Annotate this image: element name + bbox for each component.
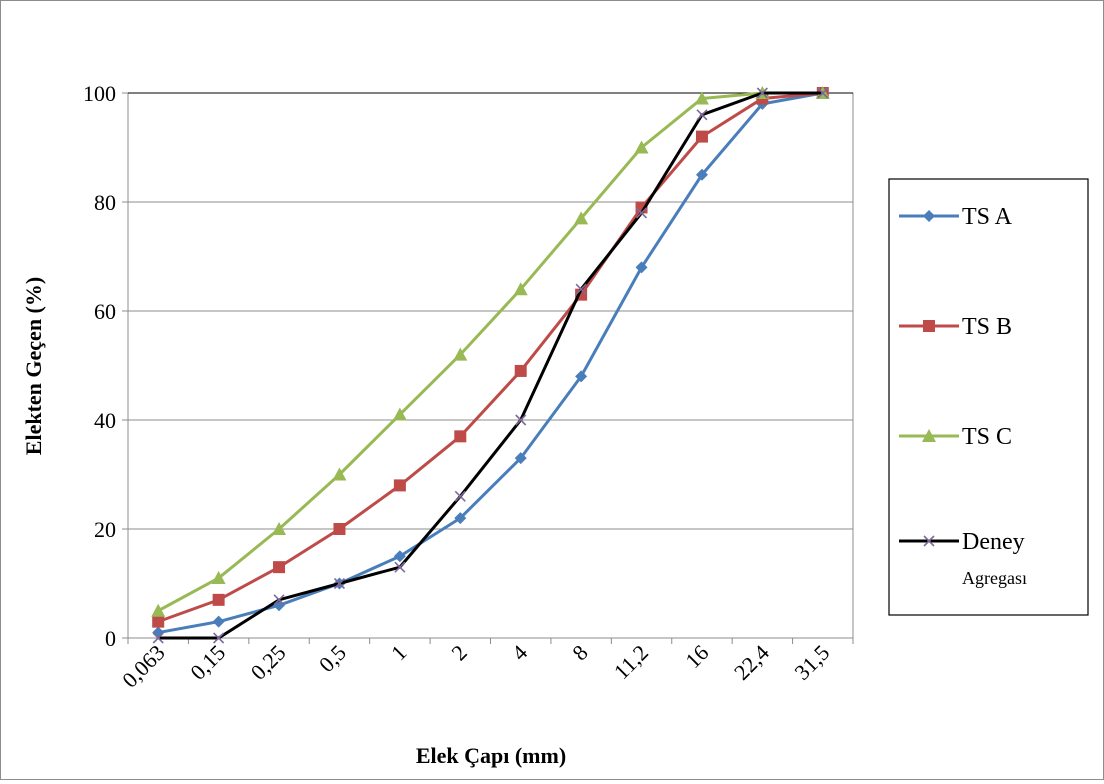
- data-point: [393, 479, 406, 492]
- x-tick-label: 16: [680, 640, 713, 673]
- legend-marker: [923, 535, 935, 547]
- y-tick-label: 20: [94, 517, 116, 542]
- legend-label: Deney: [962, 529, 1025, 555]
- data-point: [635, 207, 648, 219]
- x-tick-label: 0,5: [314, 640, 351, 677]
- data-point: [211, 571, 226, 585]
- data-point: [212, 593, 225, 606]
- data-point: [213, 632, 225, 644]
- series-layer: [151, 86, 830, 644]
- data-point: [695, 130, 708, 143]
- legend-item: TS B: [899, 314, 1012, 340]
- data-point: [333, 577, 346, 590]
- data-point: [273, 594, 285, 606]
- data-point: [333, 523, 346, 535]
- series-line: [157, 91, 824, 635]
- legend-marker: [923, 320, 935, 332]
- data-point: [152, 615, 165, 628]
- data-point: [513, 282, 528, 296]
- legend-marker: [922, 429, 936, 442]
- x-tick-label: 0,25: [246, 640, 291, 685]
- data-point: [515, 414, 527, 426]
- plot-background: [127, 92, 854, 639]
- data-point: [695, 168, 708, 181]
- x-tick-label: 8: [567, 640, 592, 665]
- series-line: [157, 91, 823, 613]
- x-tick-label: 1: [386, 640, 411, 665]
- data-point: [393, 550, 406, 563]
- data-point: [635, 261, 648, 274]
- legend-label: TS A: [962, 204, 1013, 230]
- data-point: [696, 109, 708, 121]
- data-point: [574, 211, 589, 225]
- data-point: [575, 370, 588, 383]
- legend-label: TS B: [962, 314, 1012, 340]
- y-tick-label: 80: [94, 190, 116, 215]
- x-tick-label: 31,5: [789, 640, 834, 685]
- data-point: [394, 561, 406, 573]
- data-point: [756, 87, 768, 99]
- series-line: [157, 91, 823, 624]
- data-point: [817, 87, 829, 99]
- data-point: [694, 91, 709, 105]
- data-point: [152, 632, 164, 644]
- data-point: [575, 283, 587, 295]
- data-point: [514, 452, 527, 465]
- y-tick-label: 0: [105, 626, 116, 651]
- x-axis-title: Elek Çapı (mm): [416, 743, 566, 768]
- data-point: [273, 561, 286, 574]
- x-axis-ticks: 0,063 0,15 0,25 0,5 1 2 4 8 11,2 16 22,4 31,5: [117, 640, 834, 693]
- data-point: [514, 364, 527, 377]
- data-point: [392, 407, 407, 421]
- data-point: [453, 347, 468, 361]
- x-tick-label: 0,063: [117, 640, 170, 693]
- legend-label: TS C: [962, 424, 1012, 450]
- legend-marker: [923, 210, 935, 222]
- x-tick-label: 11,2: [609, 640, 653, 684]
- y-tick-label: 40: [94, 408, 116, 433]
- data-point: [151, 603, 166, 617]
- data-point: [454, 512, 467, 525]
- legend: TS A TS B TS C Deney Agregası: [888, 178, 1089, 616]
- legend-item: Deney Agregası: [899, 529, 1027, 588]
- y-axis-ticks: 0 20 40 60 80 100: [83, 81, 116, 651]
- y-tick-label: 60: [94, 299, 116, 324]
- data-point: [454, 490, 466, 502]
- data-point: [212, 615, 225, 628]
- data-point: [272, 522, 287, 535]
- y-tick-label: 100: [83, 81, 116, 106]
- legend-item: TS A: [899, 204, 1013, 230]
- data-point: [332, 467, 347, 481]
- legend-label-line2: Agregası: [962, 568, 1027, 588]
- x-tick-label: 4: [507, 640, 532, 665]
- data-point: [454, 430, 467, 443]
- x-tick-label: 22,4: [729, 640, 774, 685]
- x-tick-label: 0,15: [185, 640, 230, 685]
- series-line: [158, 91, 823, 640]
- legend-item: TS C: [899, 424, 1012, 450]
- plot-area: [122, 92, 854, 644]
- x-tick-label: 2: [446, 640, 471, 665]
- y-axis-title: Elekten Geçen (%): [21, 277, 46, 455]
- series-3: [152, 87, 829, 644]
- data-point: [634, 140, 649, 154]
